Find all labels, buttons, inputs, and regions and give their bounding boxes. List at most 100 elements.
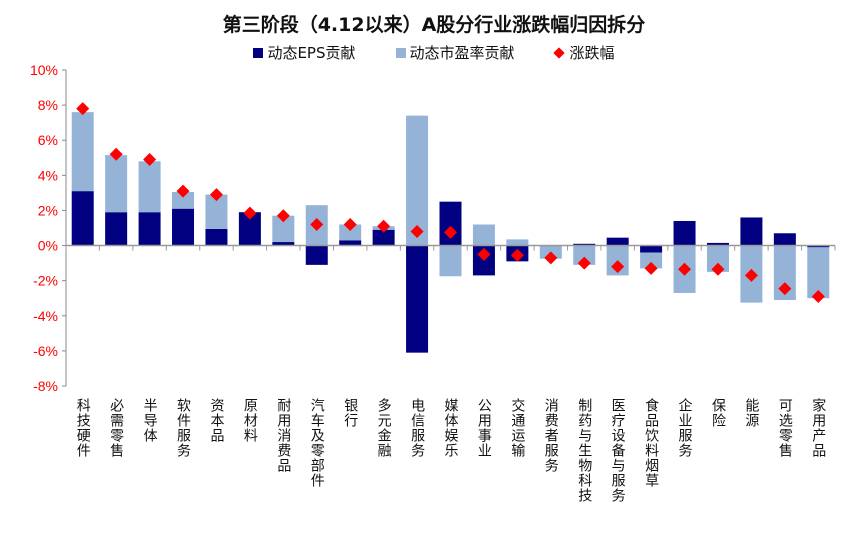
bar-pe	[272, 215, 295, 243]
x-tick-label: 汽车及零部件	[308, 398, 325, 488]
bar-pe	[406, 115, 429, 246]
bar-eps	[172, 208, 195, 246]
change-marker	[310, 217, 324, 231]
change-marker	[276, 209, 290, 223]
bar-pe	[205, 194, 228, 229]
bar-eps	[305, 245, 328, 265]
x-tick-label: 资本品	[208, 398, 225, 443]
change-marker	[143, 153, 157, 167]
bar-eps	[640, 245, 663, 253]
x-tick-label: 公用事业	[475, 398, 492, 458]
change-marker	[577, 256, 591, 270]
bar-pe	[807, 247, 830, 299]
x-tick-label: 媒体娱乐	[442, 398, 459, 458]
x-tick-label: 软件服务	[175, 398, 192, 458]
y-tick-label: -2%	[33, 273, 58, 289]
x-tick-label: 原材料	[241, 398, 258, 443]
y-tick-label: -6%	[33, 343, 58, 359]
y-tick-label: 4%	[38, 167, 58, 183]
bar-eps	[372, 229, 395, 246]
x-tick-label: 半导体	[141, 398, 158, 443]
y-tick-label: 10%	[30, 62, 58, 78]
legend-label: 动态市盈率贡献	[409, 44, 515, 62]
bar-eps	[573, 243, 596, 246]
bar-pe	[439, 245, 462, 277]
bar-eps	[439, 201, 462, 246]
legend-item-pe: 动态市盈率贡献	[395, 42, 515, 63]
change-marker	[377, 219, 391, 233]
bar-pe	[172, 192, 195, 209]
x-tick-label: 交通运输	[509, 398, 526, 458]
bar-eps	[339, 240, 362, 246]
x-tick-label: 医疗设备与服务	[609, 398, 626, 503]
legend-swatch-pe	[395, 47, 406, 58]
change-marker	[644, 261, 658, 275]
bar-eps	[238, 212, 261, 246]
bar-eps	[105, 212, 128, 246]
bar-pe	[138, 161, 161, 213]
bar-pe	[640, 252, 663, 269]
change-marker	[544, 251, 558, 265]
bar-eps	[71, 191, 94, 246]
x-tick-label: 食品饮料烟草	[643, 398, 660, 488]
legend-item-eps: 动态EPS贡献	[253, 42, 356, 63]
change-marker	[477, 247, 491, 261]
x-tick-label: 科技硬件	[74, 398, 91, 458]
change-marker	[444, 225, 457, 239]
change-marker	[744, 268, 758, 282]
change-marker	[209, 188, 223, 202]
bar-eps	[272, 242, 295, 246]
bar-eps	[138, 212, 161, 246]
bar-eps	[673, 220, 696, 246]
bar-pe	[706, 245, 729, 272]
x-tick-label: 能源	[743, 398, 760, 428]
y-tick-label: -8%	[33, 378, 58, 394]
x-tick-label: 电信服务	[409, 398, 426, 458]
x-tick-label: 银行	[342, 398, 359, 428]
x-tick-label: 必需零售	[108, 398, 125, 458]
x-tick-label: 多元金融	[375, 398, 392, 458]
bar-pe	[105, 155, 128, 213]
change-marker	[510, 248, 524, 262]
y-tick-label: 6%	[38, 132, 58, 148]
bar-pe	[472, 224, 495, 246]
y-tick-label: 8%	[38, 97, 58, 113]
bar-eps	[406, 245, 429, 353]
change-marker	[410, 225, 424, 239]
bar-eps	[706, 242, 729, 246]
x-tick-label: 企业服务	[676, 398, 693, 458]
bar-pe	[506, 239, 529, 246]
change-marker	[611, 260, 625, 274]
change-marker	[811, 289, 825, 303]
bar-pe	[773, 245, 796, 300]
change-marker	[243, 206, 257, 220]
change-marker	[109, 147, 123, 161]
y-tick-label: 0%	[38, 238, 58, 254]
legend-item-change: 涨跌幅	[552, 42, 615, 63]
legend-swatch-eps	[253, 47, 264, 58]
x-tick-label: 可选零售	[776, 398, 793, 458]
x-tick-label: 家用产品	[810, 398, 827, 458]
bar-eps	[773, 233, 796, 246]
x-tick-label: 制药与生物科技	[576, 398, 593, 503]
bar-eps	[807, 245, 830, 248]
x-tick-label: 保险	[709, 398, 726, 428]
x-tick-label: 消费者服务	[542, 398, 559, 473]
bar-eps	[205, 228, 228, 246]
change-marker	[711, 262, 725, 276]
change-marker	[678, 262, 692, 276]
y-tick-label: 2%	[38, 202, 58, 218]
legend-label: 涨跌幅	[569, 44, 615, 62]
bar-eps	[740, 217, 763, 246]
y-tick-label: -4%	[33, 308, 58, 324]
legend: 动态EPS贡献 动态市盈率贡献 涨跌幅	[0, 42, 868, 63]
legend-label: 动态EPS贡献	[267, 44, 356, 62]
bar-pe	[339, 224, 362, 241]
bar-pe	[71, 112, 94, 192]
chart-title: 第三阶段（4.12以来）A股分行业涨跌幅归因拆分	[222, 14, 646, 36]
bar-pe	[573, 245, 596, 265]
x-tick-label: 耐用消费品	[275, 398, 292, 473]
change-marker	[778, 282, 792, 296]
change-marker	[343, 217, 357, 231]
